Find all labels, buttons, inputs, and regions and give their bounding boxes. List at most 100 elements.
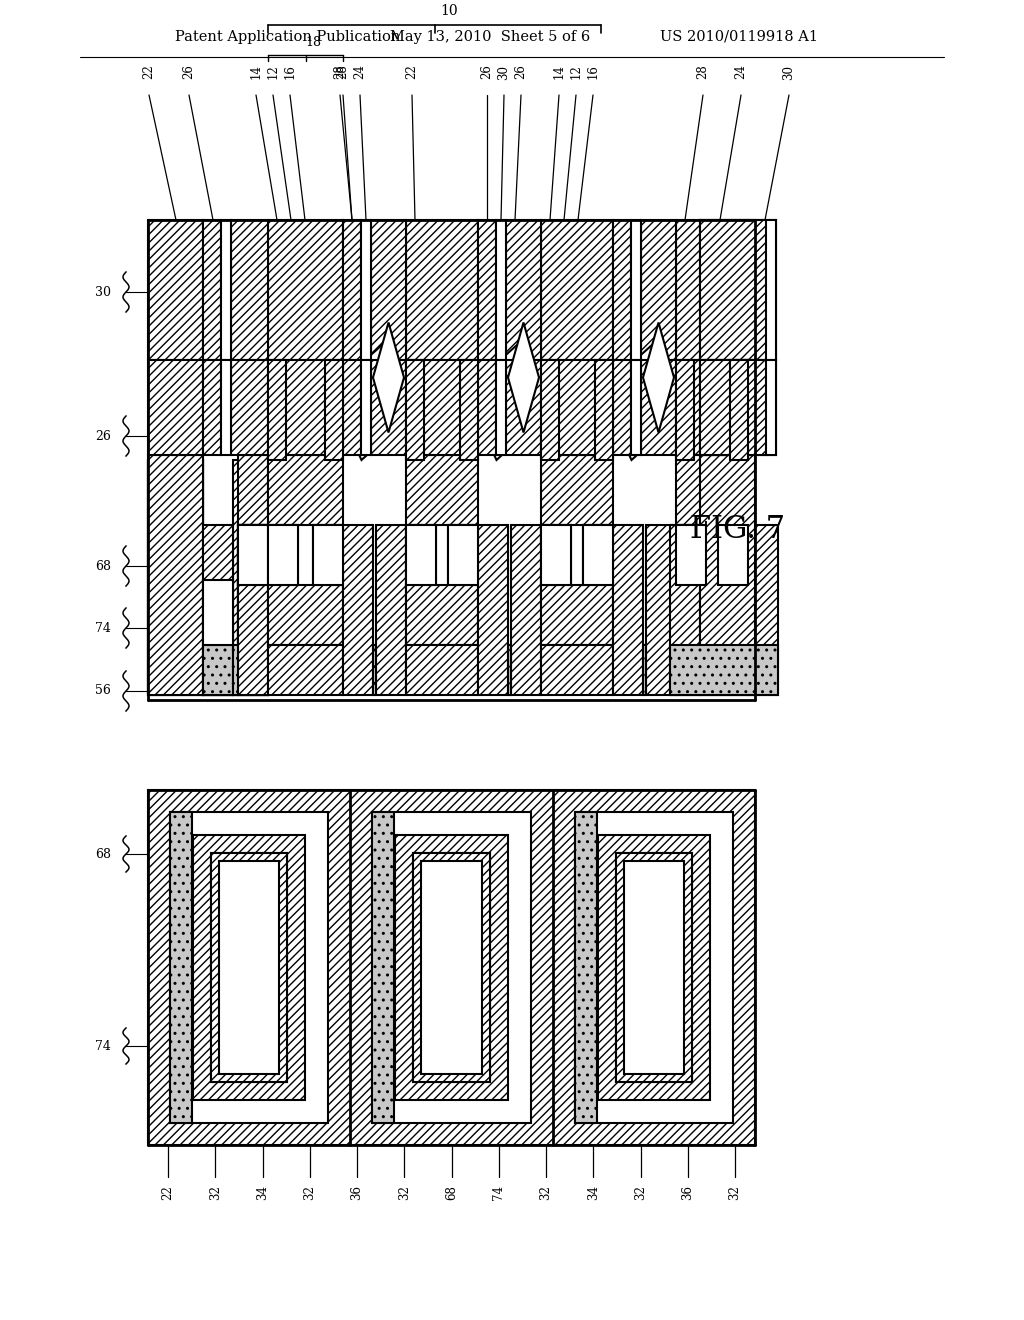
Polygon shape bbox=[676, 360, 694, 459]
Polygon shape bbox=[371, 360, 406, 455]
Polygon shape bbox=[700, 220, 776, 360]
Polygon shape bbox=[583, 525, 613, 585]
Polygon shape bbox=[203, 459, 268, 696]
Polygon shape bbox=[541, 455, 613, 525]
Polygon shape bbox=[748, 360, 766, 455]
Text: 26: 26 bbox=[95, 429, 111, 442]
Polygon shape bbox=[268, 360, 343, 455]
Text: 32: 32 bbox=[303, 1185, 316, 1200]
Polygon shape bbox=[646, 525, 676, 696]
Polygon shape bbox=[238, 645, 268, 696]
Polygon shape bbox=[148, 789, 755, 1144]
Polygon shape bbox=[748, 220, 766, 360]
Polygon shape bbox=[414, 853, 489, 1082]
Polygon shape bbox=[631, 360, 641, 455]
Polygon shape bbox=[268, 360, 286, 459]
Polygon shape bbox=[496, 360, 506, 455]
Polygon shape bbox=[406, 525, 436, 585]
Polygon shape bbox=[343, 220, 361, 360]
Polygon shape bbox=[268, 645, 343, 696]
Polygon shape bbox=[460, 360, 478, 459]
Polygon shape bbox=[148, 459, 233, 696]
Polygon shape bbox=[406, 360, 424, 459]
Polygon shape bbox=[613, 525, 643, 696]
Text: 12: 12 bbox=[569, 65, 583, 79]
Text: 24: 24 bbox=[353, 65, 367, 79]
Polygon shape bbox=[676, 645, 748, 696]
Polygon shape bbox=[624, 861, 684, 1074]
Polygon shape bbox=[373, 322, 404, 433]
Polygon shape bbox=[221, 360, 231, 455]
Polygon shape bbox=[221, 220, 231, 360]
Polygon shape bbox=[203, 360, 221, 455]
Text: 26: 26 bbox=[514, 65, 527, 79]
Polygon shape bbox=[238, 525, 268, 696]
Polygon shape bbox=[268, 220, 343, 360]
Text: May 13, 2010  Sheet 5 of 6: May 13, 2010 Sheet 5 of 6 bbox=[390, 30, 590, 44]
Text: 16: 16 bbox=[587, 65, 599, 79]
Text: 12: 12 bbox=[266, 65, 280, 79]
Text: 74: 74 bbox=[95, 1040, 111, 1052]
Text: Patent Application Publication: Patent Application Publication bbox=[175, 30, 400, 44]
Text: 22: 22 bbox=[406, 65, 419, 79]
Polygon shape bbox=[506, 360, 541, 455]
Text: 30: 30 bbox=[782, 65, 796, 79]
Polygon shape bbox=[541, 220, 613, 360]
Polygon shape bbox=[170, 812, 193, 1123]
Polygon shape bbox=[373, 812, 394, 1123]
Polygon shape bbox=[233, 645, 238, 696]
Polygon shape bbox=[508, 322, 539, 433]
Polygon shape bbox=[574, 812, 597, 1123]
Text: 36: 36 bbox=[681, 1185, 694, 1200]
Text: 26: 26 bbox=[182, 65, 196, 79]
Polygon shape bbox=[541, 360, 613, 455]
Polygon shape bbox=[325, 360, 343, 459]
Polygon shape bbox=[211, 853, 288, 1082]
Polygon shape bbox=[700, 455, 755, 696]
Polygon shape bbox=[203, 579, 268, 696]
Text: 14: 14 bbox=[553, 65, 565, 79]
Text: 36: 36 bbox=[350, 1185, 364, 1200]
Polygon shape bbox=[613, 341, 676, 459]
Polygon shape bbox=[766, 360, 776, 455]
Polygon shape bbox=[373, 812, 530, 1123]
Text: 18: 18 bbox=[305, 37, 322, 49]
Text: 56: 56 bbox=[95, 685, 111, 697]
Text: 28: 28 bbox=[334, 65, 346, 79]
Polygon shape bbox=[148, 459, 241, 692]
Text: 28: 28 bbox=[696, 65, 710, 79]
Polygon shape bbox=[541, 525, 571, 585]
Polygon shape bbox=[421, 861, 481, 1074]
Polygon shape bbox=[203, 579, 233, 696]
Polygon shape bbox=[406, 455, 478, 525]
Polygon shape bbox=[373, 645, 376, 696]
Polygon shape bbox=[193, 836, 305, 1100]
Polygon shape bbox=[313, 525, 343, 585]
Polygon shape bbox=[148, 459, 203, 696]
Polygon shape bbox=[615, 853, 692, 1082]
Polygon shape bbox=[343, 341, 406, 459]
Polygon shape bbox=[203, 579, 233, 645]
Text: 32: 32 bbox=[540, 1185, 553, 1200]
Polygon shape bbox=[148, 455, 203, 696]
Polygon shape bbox=[511, 525, 541, 696]
Polygon shape bbox=[238, 525, 268, 585]
Text: 68: 68 bbox=[445, 1185, 458, 1200]
Polygon shape bbox=[203, 579, 268, 692]
Text: 22: 22 bbox=[142, 65, 156, 79]
Polygon shape bbox=[641, 220, 676, 360]
Polygon shape bbox=[238, 525, 268, 585]
Polygon shape bbox=[676, 525, 706, 585]
Polygon shape bbox=[670, 645, 778, 696]
Polygon shape bbox=[478, 341, 541, 459]
Polygon shape bbox=[268, 585, 343, 645]
Polygon shape bbox=[718, 525, 748, 585]
Polygon shape bbox=[449, 525, 478, 585]
Polygon shape bbox=[598, 836, 710, 1100]
Polygon shape bbox=[496, 220, 506, 360]
Polygon shape bbox=[148, 220, 755, 700]
Text: 32: 32 bbox=[397, 1185, 411, 1200]
Polygon shape bbox=[676, 455, 748, 525]
Polygon shape bbox=[541, 360, 559, 459]
Polygon shape bbox=[361, 220, 371, 360]
